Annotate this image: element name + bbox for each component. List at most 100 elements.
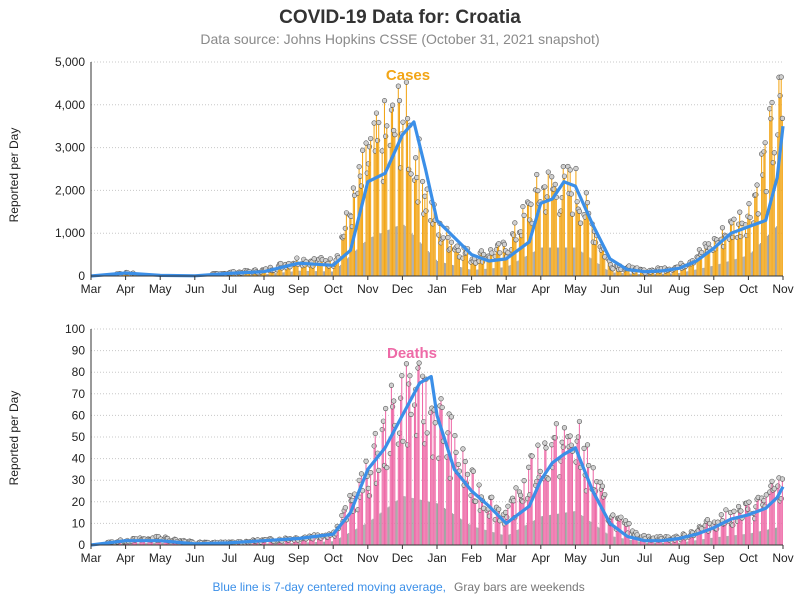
cases-daily-marker [769, 99, 775, 106]
deaths-bars [92, 360, 786, 546]
cases-daily-bar [250, 274, 252, 276]
deaths-daily-bar [545, 447, 547, 545]
cases-daily-marker [496, 241, 502, 247]
deaths-daily-bar [137, 543, 139, 545]
cases-daily-bar [583, 214, 585, 276]
deaths-daily-bar [763, 500, 765, 545]
deaths-xtick-label: Aug [253, 551, 274, 565]
deaths-daily-marker [356, 477, 362, 483]
cases-daily-bar [574, 247, 576, 276]
cases-daily-bar [666, 269, 668, 276]
cases-daily-bar [743, 256, 745, 276]
cases-daily-bar [379, 233, 381, 276]
deaths-daily-bar [312, 538, 314, 545]
cases-daily-bar [626, 268, 628, 276]
cases-daily-marker [360, 147, 366, 153]
deaths-daily-bar [536, 481, 538, 545]
deaths-daily-bar [770, 485, 772, 545]
deaths-daily-bar [510, 500, 512, 545]
deaths-daily-bar [702, 539, 704, 545]
deaths-daily-bar [418, 363, 420, 545]
deaths-daily-bar [334, 536, 336, 545]
deaths-daily-bar [359, 497, 361, 545]
deaths-daily-marker [561, 425, 568, 431]
cases-daily-bar [739, 212, 741, 276]
deaths-daily-bar [538, 477, 540, 545]
deaths-daily-bar [766, 529, 768, 545]
cases-daily-bar [312, 266, 314, 276]
deaths-xtick-label: Nov [772, 551, 793, 565]
deaths-daily-bar [431, 408, 433, 545]
cases-daily-marker [396, 98, 403, 104]
deaths-daily-bar [741, 518, 743, 545]
cases-daily-bar [550, 247, 552, 276]
deaths-ytick-label: 90 [72, 344, 86, 358]
deaths-daily-bar [532, 520, 534, 545]
deaths-daily-bar [563, 427, 565, 545]
deaths-daily-bar [426, 432, 428, 545]
deaths-daily-bar [573, 511, 575, 545]
deaths-ytick-label: 30 [72, 473, 86, 487]
cases-daily-bar [430, 220, 432, 276]
cases-daily-marker [699, 249, 705, 256]
deaths-daily-bar [388, 506, 390, 545]
cases-daily-bar [490, 249, 492, 276]
cases-daily-bar [518, 232, 520, 276]
deaths-daily-bar [461, 519, 463, 545]
cases-daily-bar [772, 162, 774, 276]
cases-daily-bar [371, 237, 373, 276]
deaths-daily-bar [523, 480, 525, 545]
deaths-daily-marker [731, 508, 737, 514]
cases-daily-bar [759, 243, 761, 276]
deaths-daily-bar [454, 435, 456, 545]
deaths-daily-bar [471, 470, 473, 545]
deaths-xtick-label: Nov [357, 551, 378, 565]
cases-daily-bar [469, 269, 471, 276]
deaths-daily-bar [639, 538, 642, 545]
cases-daily-bar [276, 269, 278, 276]
deaths-daily-bar [350, 500, 352, 545]
cases-daily-bar [272, 270, 274, 276]
cases-daily-bar [733, 219, 735, 276]
deaths-daily-bar [701, 528, 703, 545]
deaths-daily-marker [383, 405, 389, 412]
deaths-daily-bar [424, 443, 426, 545]
cases-daily-bar [740, 236, 742, 276]
deaths-daily-bar [645, 542, 647, 545]
deaths-daily-bar [437, 503, 439, 545]
cases-daily-bar [491, 253, 493, 276]
cases-daily-bar [771, 102, 773, 276]
cases-daily-marker [371, 120, 377, 126]
cases-daily-bar [555, 197, 557, 276]
cases-daily-marker [408, 171, 414, 177]
cases-daily-bar [267, 273, 269, 276]
deaths-daily-bar [389, 453, 391, 545]
deaths-daily-bar [520, 495, 522, 545]
cases-daily-bar [315, 271, 317, 276]
cases-daily-bar [596, 235, 598, 276]
deaths-daily-bar [550, 514, 552, 545]
cases-daily-bar [291, 271, 293, 276]
cases-daily-bar [348, 257, 350, 276]
cases-daily-bar [378, 122, 380, 276]
cases-ytick-label: 4,000 [55, 98, 85, 112]
deaths-daily-bar [400, 398, 402, 545]
deaths-daily-bar [675, 536, 677, 545]
deaths-daily-bar [470, 495, 472, 545]
cases-daily-bar [336, 255, 338, 276]
deaths-xtick-label: Jan [427, 551, 446, 565]
deaths-daily-bar [516, 530, 518, 545]
cases-xtick-label: Aug [253, 282, 274, 296]
deaths-daily-bar [383, 465, 385, 545]
deaths-daily-bar [457, 464, 459, 545]
deaths-daily-bar [300, 539, 302, 545]
deaths-daily-bar [696, 531, 698, 545]
deaths-daily-marker [438, 396, 444, 402]
cases-daily-bar [453, 265, 455, 276]
deaths-daily-bar [404, 496, 406, 545]
deaths-daily-bar [628, 523, 630, 545]
deaths-daily-bar [738, 506, 740, 545]
deaths-daily-bar [749, 513, 751, 545]
deaths-daily-marker [542, 440, 548, 446]
